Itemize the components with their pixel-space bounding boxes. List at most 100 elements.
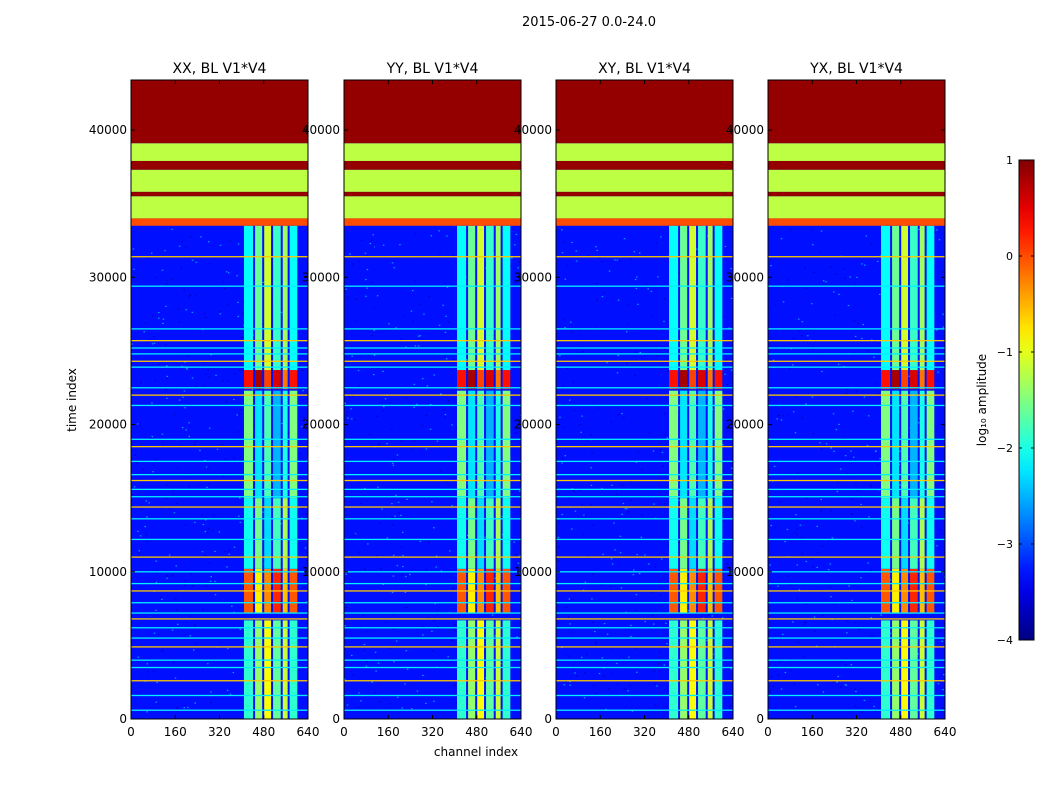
noise-pixel xyxy=(516,636,518,638)
y-tick-label: 20000 xyxy=(302,418,340,432)
rfi-cell xyxy=(892,225,900,371)
flag-line xyxy=(344,506,521,508)
noise-pixel xyxy=(494,635,496,637)
noise-pixel xyxy=(846,389,849,391)
noise-pixel xyxy=(224,551,226,553)
noise-pixel xyxy=(409,573,411,576)
rfi-cell xyxy=(881,390,891,499)
noise-pixel xyxy=(650,315,653,317)
colorbar-tick-label: 0 xyxy=(1006,250,1013,263)
noise-pixel xyxy=(188,435,191,437)
rfi-cell xyxy=(669,498,679,569)
noise-pixel xyxy=(448,321,450,323)
noise-pixel xyxy=(584,514,587,517)
noise-pixel xyxy=(629,499,632,501)
noise-pixel xyxy=(614,549,616,551)
noise-pixel xyxy=(374,691,376,694)
noise-pixel xyxy=(597,407,600,409)
noise-pixel xyxy=(936,329,938,331)
noise-pixel xyxy=(380,567,382,570)
noise-pixel xyxy=(940,529,942,531)
flagged-band xyxy=(344,169,521,192)
noise-pixel xyxy=(136,462,138,464)
noise-pixel xyxy=(811,558,813,560)
rfi-cell xyxy=(669,390,679,499)
rfi-cell xyxy=(901,390,909,499)
noise-pixel xyxy=(777,414,779,417)
noise-pixel xyxy=(181,241,183,243)
x-tick-label: 0 xyxy=(764,725,772,739)
noise-pixel xyxy=(661,451,664,454)
noise-pixel xyxy=(563,684,565,686)
noise-pixel xyxy=(428,295,431,298)
x-tick-label: 160 xyxy=(164,725,187,739)
noise-pixel xyxy=(206,532,209,534)
noise-pixel xyxy=(425,414,428,417)
noise-pixel xyxy=(569,623,571,625)
flag-line xyxy=(131,479,308,482)
flag-line xyxy=(131,353,308,355)
noise-pixel xyxy=(846,632,848,634)
panel-title: XX, BL V1*V4 xyxy=(173,61,267,77)
noise-pixel xyxy=(450,639,453,642)
noise-pixel xyxy=(381,508,383,510)
noise-pixel xyxy=(161,433,164,435)
noise-pixel xyxy=(432,650,434,652)
noise-pixel xyxy=(352,674,354,676)
noise-pixel xyxy=(917,607,919,610)
panel-title: YY, BL V1*V4 xyxy=(386,61,479,77)
noise-pixel xyxy=(638,572,641,575)
noise-pixel xyxy=(939,630,941,632)
noise-pixel xyxy=(433,374,436,376)
flag-line xyxy=(344,353,521,355)
noise-pixel xyxy=(582,589,585,591)
rfi-cell xyxy=(714,225,723,371)
noise-pixel xyxy=(225,271,228,273)
noise-pixel xyxy=(501,403,504,406)
noise-pixel xyxy=(430,235,433,237)
figure-suptitle: 2015-06-27 0.0-24.0 xyxy=(522,15,656,30)
flagged-band xyxy=(131,196,308,219)
flag-line xyxy=(344,366,521,368)
noise-pixel xyxy=(388,703,391,705)
noise-pixel xyxy=(402,565,404,568)
noise-pixel xyxy=(635,461,638,463)
noise-pixel xyxy=(354,533,357,535)
noise-pixel xyxy=(206,486,208,488)
flag-line xyxy=(768,438,945,440)
noise-pixel xyxy=(161,269,164,271)
noise-pixel xyxy=(377,662,380,664)
noise-pixel xyxy=(239,521,242,524)
flag-line xyxy=(131,694,308,697)
noise-pixel xyxy=(821,545,824,547)
noise-pixel xyxy=(416,690,419,692)
noise-pixel xyxy=(444,413,447,416)
noise-pixel xyxy=(262,323,264,325)
noise-pixel xyxy=(171,228,173,230)
noise-pixel xyxy=(585,653,588,655)
noise-pixel xyxy=(160,650,163,652)
noise-pixel xyxy=(398,512,400,514)
noise-pixel xyxy=(192,649,195,651)
noise-pixel xyxy=(941,519,944,521)
noise-pixel xyxy=(772,685,775,687)
noise-pixel xyxy=(400,514,402,517)
flag-line xyxy=(556,285,733,287)
noise-pixel xyxy=(582,351,584,353)
noise-pixel xyxy=(348,396,351,398)
flag-line xyxy=(556,612,733,614)
flagged-band xyxy=(344,218,521,226)
noise-pixel xyxy=(568,598,571,600)
flag-line xyxy=(344,460,521,463)
noise-pixel xyxy=(820,498,822,501)
noise-pixel xyxy=(784,671,787,674)
noise-pixel xyxy=(204,554,206,557)
noise-pixel xyxy=(846,472,849,474)
flag-line xyxy=(131,518,308,520)
noise-pixel xyxy=(396,565,399,567)
flagged-band xyxy=(556,196,733,219)
noise-pixel xyxy=(583,697,586,699)
noise-pixel xyxy=(304,419,307,422)
noise-pixel xyxy=(146,671,149,673)
